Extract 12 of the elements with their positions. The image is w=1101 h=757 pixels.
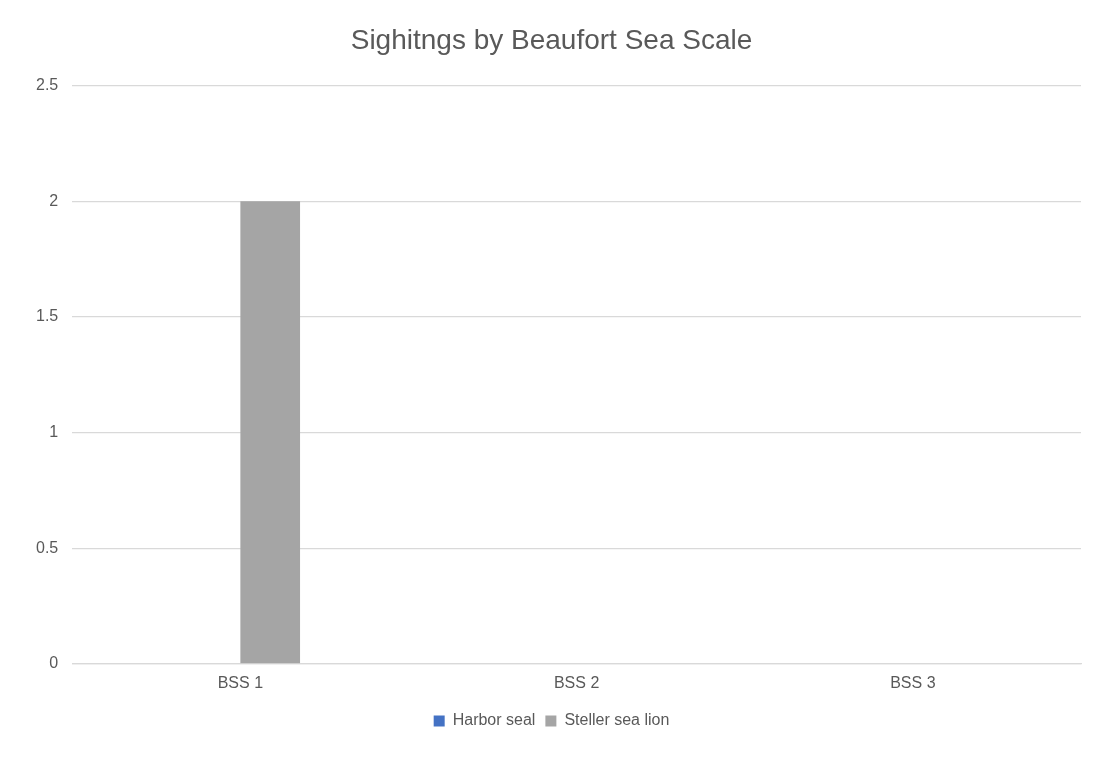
- legend-label: Steller sea lion: [564, 711, 670, 729]
- chart-title: Sighitngs by Beaufort Sea Scale: [350, 23, 753, 55]
- x-tick-label: BSS 2: [553, 673, 600, 691]
- x-tick-label: BSS 3: [890, 673, 936, 691]
- y-tick-label: 2: [49, 191, 59, 209]
- legend-label: Harbor seal: [452, 711, 536, 729]
- y-tick-label: 0.5: [35, 538, 59, 556]
- y-tick-label: 1: [49, 422, 59, 440]
- y-tick-label: 1.5: [35, 307, 59, 325]
- y-tick-label: 2.5: [35, 76, 59, 94]
- y-tick-label: 0: [49, 654, 59, 672]
- x-tick-label: BSS 1: [217, 673, 264, 691]
